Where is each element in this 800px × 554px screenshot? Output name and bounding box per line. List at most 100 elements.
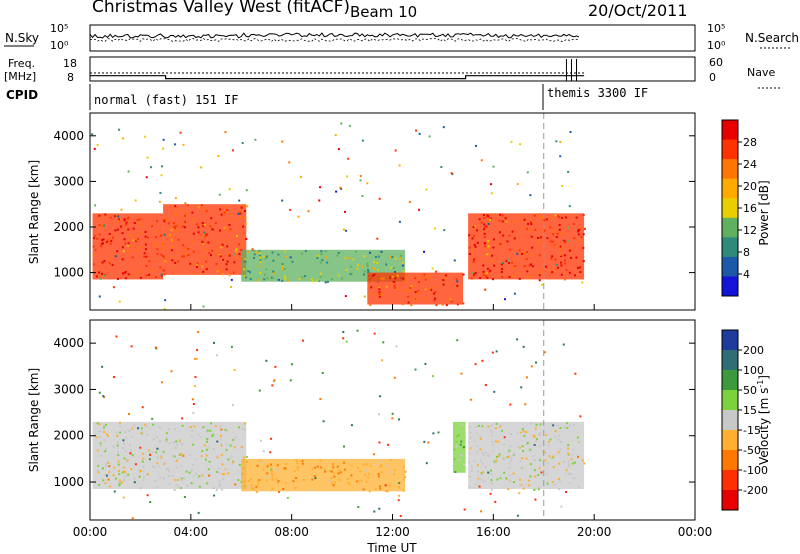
velocity-cell [100, 455, 103, 458]
velocity-cell [217, 467, 220, 470]
velocity-cell [404, 476, 407, 479]
velocity-cell [437, 431, 440, 434]
velocity-cell [192, 403, 195, 406]
power-cell [485, 215, 488, 218]
power-cell [378, 197, 381, 200]
velocity-cell [566, 426, 569, 429]
power-cell [242, 204, 245, 207]
power-colorbar-tick-label: 20 [743, 180, 757, 193]
velocity-cell [522, 487, 525, 490]
velocity-cell [283, 467, 286, 470]
power-cell [116, 228, 119, 231]
velocity-cell [379, 465, 382, 468]
velocity-cell [343, 468, 346, 471]
velocity-cell [196, 349, 199, 352]
velocity-cell [209, 429, 212, 432]
power-cell [369, 304, 372, 307]
velocity-cell [167, 468, 170, 471]
power-cell [98, 217, 101, 220]
velocity-cell [118, 469, 121, 472]
velocity-cell [524, 403, 527, 406]
power-cell [529, 275, 532, 278]
velocity-cell [119, 431, 122, 434]
velocity-cell [189, 426, 192, 429]
power-cell [563, 259, 566, 262]
velocity-cell [201, 449, 204, 452]
velocity-cell [302, 478, 305, 481]
noise-panel: N.Sky 10⁵ 10⁰ 10⁵ 10⁰ N.Search [4, 22, 799, 52]
velocity-cell [117, 450, 120, 453]
power-cell [200, 204, 203, 207]
power-cell [201, 221, 204, 224]
velocity-cell [155, 347, 158, 350]
power-cell [462, 302, 465, 305]
velocity-cell [104, 450, 107, 453]
power-cell [525, 257, 528, 260]
velocity-cell [473, 459, 476, 462]
velocity-cell [103, 431, 106, 434]
velocity-cell [145, 425, 148, 428]
power-cell [175, 214, 178, 217]
velocity-cell [519, 484, 522, 487]
velocity-cell [490, 479, 493, 482]
power-cell [99, 277, 102, 280]
power-cell [145, 176, 148, 179]
power-cell [533, 214, 536, 217]
power-cell [359, 179, 362, 182]
power-cell [543, 229, 546, 232]
power-cell [431, 267, 434, 270]
velocity-cell [163, 462, 166, 465]
velocity-cell [359, 470, 362, 473]
power-cell [94, 248, 97, 251]
velocity-cell [133, 481, 136, 484]
velocity-cell [225, 443, 228, 446]
velocity-cell [105, 448, 108, 451]
velocity-cell [566, 422, 569, 425]
velocity-cell [215, 488, 218, 491]
power-cell [136, 219, 139, 222]
power-cell [403, 280, 406, 283]
power-cell [264, 257, 267, 260]
velocity-cell [529, 463, 532, 466]
power-cell [173, 212, 176, 215]
power-cell [534, 228, 537, 231]
velocity-cell [276, 481, 279, 484]
power-cell [568, 205, 571, 208]
power-cell [344, 210, 347, 213]
velocity-cell [250, 487, 253, 490]
velocity-cell [536, 438, 539, 441]
velocity-cell [500, 424, 503, 427]
power-cell [258, 279, 261, 282]
power-cell [226, 218, 229, 221]
velocity-cell [319, 397, 322, 400]
velocity-cell [554, 435, 557, 438]
power-cell [201, 265, 204, 268]
power-cell [235, 250, 238, 253]
power-colorbar-tick-label: 4 [743, 268, 750, 281]
velocity-region [453, 421, 466, 473]
power-cell [518, 277, 521, 280]
velocity-cell [200, 455, 203, 458]
power-cell [582, 213, 585, 216]
power-cell [430, 288, 433, 291]
power-cell [105, 241, 108, 244]
power-colorbar-tick-label: 12 [743, 224, 757, 237]
power-cell [319, 272, 322, 275]
power-cell [486, 214, 489, 217]
velocity-cell [579, 415, 582, 418]
velocity-cell [563, 461, 566, 464]
power-cell [239, 211, 242, 214]
power-cell [492, 165, 495, 168]
velocity-cell [567, 452, 570, 455]
velocity-cell [122, 442, 125, 445]
velocity-cell [537, 486, 540, 489]
power-cell [492, 246, 495, 249]
velocity-cell [521, 428, 524, 431]
power-cell [184, 247, 187, 250]
velocity-cell [570, 473, 573, 476]
power-cell [409, 286, 412, 289]
freq-label-line2: [MHz] [4, 70, 36, 83]
power-cell [539, 236, 542, 239]
power-cell [183, 221, 186, 224]
